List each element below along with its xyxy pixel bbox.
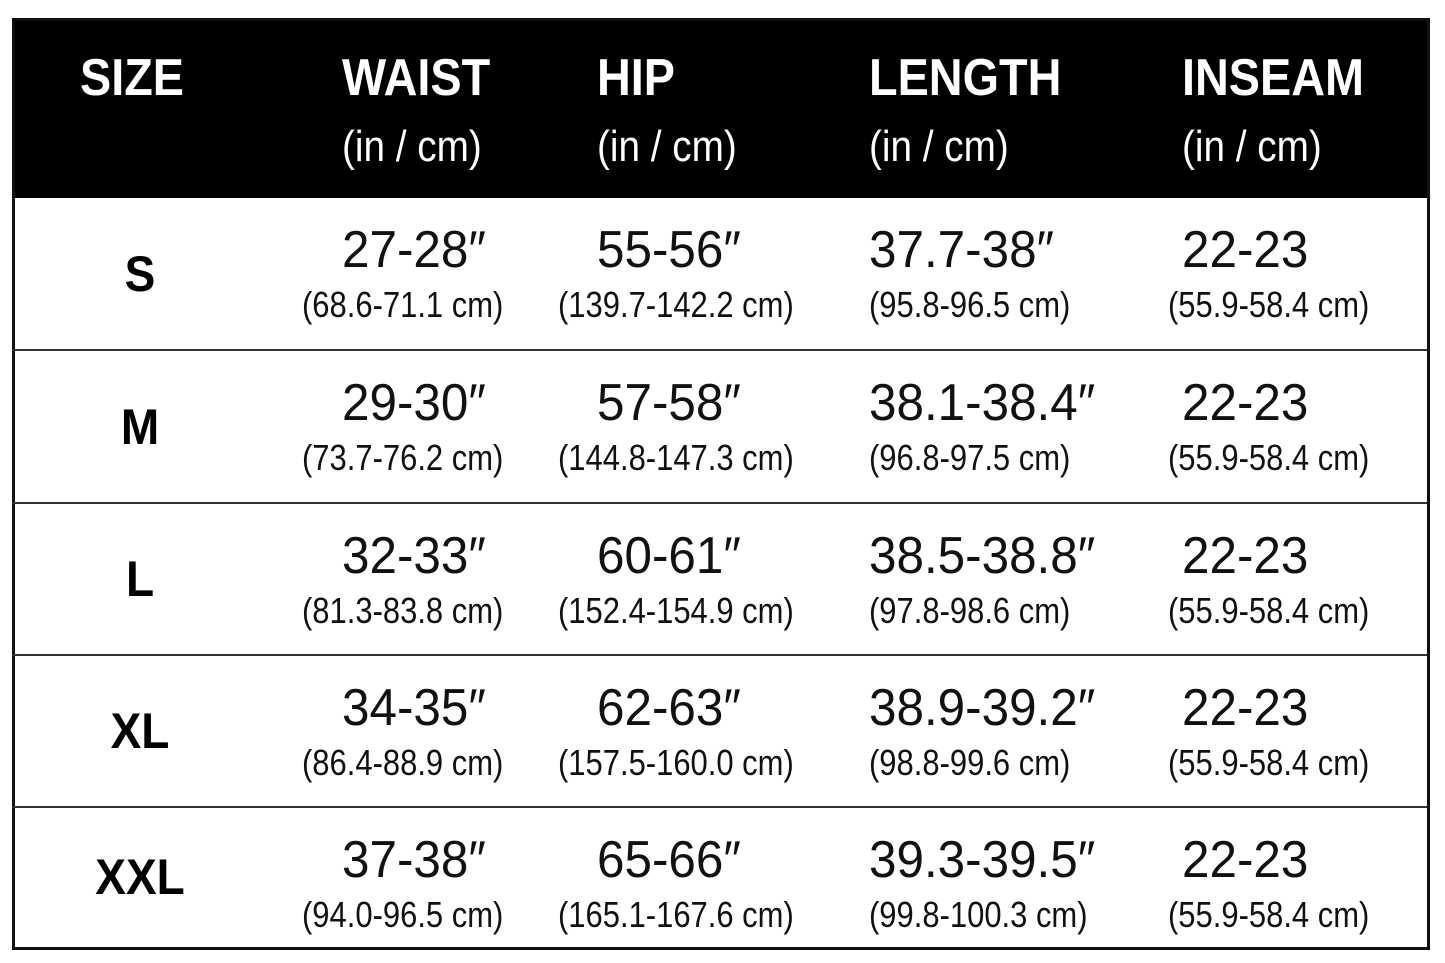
measure-cm: (86.4-88.9 cm)	[302, 742, 504, 783]
size-label: XL	[110, 703, 170, 759]
measure-cm: (94.0-96.5 cm)	[302, 894, 504, 935]
measure-inches: 34-35″	[342, 679, 486, 737]
column-unit: (in / cm)	[1182, 122, 1322, 171]
measure-cm: (55.9-58.4 cm)	[1168, 894, 1370, 935]
measure-cm: (97.8-98.6 cm)	[869, 590, 1071, 631]
measure-cm: (68.6-71.1 cm)	[302, 284, 504, 325]
measure-inches: 57-58″	[597, 374, 741, 432]
column-title: WAIST	[342, 49, 491, 107]
measure-inches: 62-63″	[597, 679, 741, 737]
measure-cm: (152.4-154.9 cm)	[558, 590, 794, 631]
size-label: M	[120, 398, 160, 455]
measure-cm: (139.7-142.2 cm)	[558, 284, 794, 325]
measure-inches: 39.3-39.5″	[869, 831, 1096, 889]
table-frame	[12, 18, 1430, 950]
row-divider	[12, 806, 1427, 808]
measure-inches: 22-23	[1182, 679, 1309, 737]
measure-cm: (157.5-160.0 cm)	[558, 742, 794, 783]
measure-inches: 38.1-38.4″	[869, 374, 1096, 432]
column-title: SIZE	[80, 49, 185, 107]
measure-inches: 32-33″	[342, 527, 486, 585]
size-label: L	[125, 551, 155, 607]
measure-cm: (81.3-83.8 cm)	[302, 590, 504, 631]
measure-cm: (99.8-100.3 cm)	[869, 894, 1088, 935]
measure-cm: (55.9-58.4 cm)	[1168, 590, 1370, 631]
column-title: LENGTH	[869, 49, 1062, 107]
row-divider	[12, 349, 1427, 351]
column-title: INSEAM	[1182, 49, 1365, 107]
measure-inches: 22-23	[1182, 374, 1309, 432]
column-unit: (in / cm)	[342, 122, 482, 171]
measure-inches: 22-23	[1182, 221, 1309, 279]
measure-inches: 27-28″	[342, 221, 486, 279]
measure-cm: (95.8-96.5 cm)	[869, 284, 1071, 325]
measure-cm: (55.9-58.4 cm)	[1168, 437, 1370, 478]
row-divider	[12, 502, 1427, 504]
measure-cm: (55.9-58.4 cm)	[1168, 284, 1370, 325]
measure-cm: (98.8-99.6 cm)	[869, 742, 1071, 783]
measure-inches: 60-61″	[597, 527, 741, 585]
size-label: XXL	[95, 849, 185, 905]
measure-inches: 37-38″	[342, 831, 486, 889]
row-divider	[12, 654, 1427, 656]
measure-cm: (96.8-97.5 cm)	[869, 437, 1071, 478]
column-title: HIP	[597, 49, 676, 107]
column-unit: (in / cm)	[597, 122, 737, 171]
measure-inches: 22-23	[1182, 527, 1309, 585]
measure-cm: (144.8-147.3 cm)	[558, 437, 794, 478]
measure-inches: 29-30″	[342, 374, 486, 432]
column-unit: (in / cm)	[869, 122, 1009, 171]
measure-inches: 22-23	[1182, 831, 1309, 889]
measure-inches: 55-56″	[597, 221, 741, 279]
measure-inches: 37.7-38″	[869, 221, 1055, 279]
measure-inches: 65-66″	[597, 831, 741, 889]
measure-cm: (55.9-58.4 cm)	[1168, 742, 1370, 783]
measure-cm: (165.1-167.6 cm)	[558, 894, 794, 935]
size-label: S	[124, 245, 156, 302]
measure-cm: (73.7-76.2 cm)	[302, 437, 504, 478]
table-header	[12, 18, 1430, 198]
measure-inches: 38.5-38.8″	[869, 527, 1096, 585]
measure-inches: 38.9-39.2″	[869, 679, 1096, 737]
